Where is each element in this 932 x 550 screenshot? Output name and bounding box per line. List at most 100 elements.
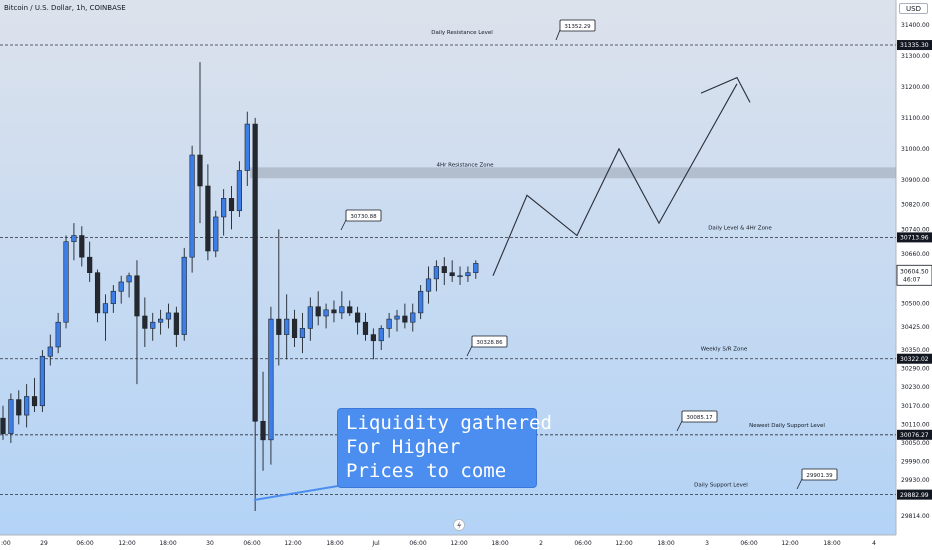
axis-level-tag [897, 232, 932, 243]
x-tick-label: 2 [539, 540, 543, 547]
annotation-line-3: Prices to come [346, 460, 507, 482]
callout-leader [676, 420, 683, 432]
chart-title: Bitcoin / U.S. Dollar, 1h, COINBASE [4, 4, 126, 12]
y-tick-label: 30820.00 [901, 202, 930, 209]
y-tick-label: 30425.00 [901, 324, 930, 331]
candle-body [134, 275, 140, 317]
level-label: Weekly S/R Zone [701, 347, 748, 353]
level-label: Newest Daily Support Level [749, 423, 825, 429]
candle-body [425, 278, 432, 292]
candle-body [118, 281, 124, 292]
candle-body [8, 399, 14, 434]
candle-body [252, 123, 258, 422]
candle-body [79, 235, 85, 258]
time-axis-background [0, 535, 932, 550]
callout-pointer [253, 483, 351, 501]
candle-body [0, 417, 6, 434]
callout-leader [466, 345, 473, 357]
y-tick-label: 30740.00 [901, 226, 930, 233]
candle-body [418, 290, 424, 314]
candle-body [142, 315, 148, 329]
resistance-zone [250, 167, 896, 179]
x-tick-label: 4 [872, 540, 876, 547]
axis-level-tag [897, 489, 932, 500]
candle-body [31, 396, 38, 407]
y-tick-label: 30170.00 [901, 403, 930, 410]
level-label: Daily Support Level [694, 483, 748, 489]
candle-body [354, 312, 361, 323]
y-tick-label: 30290.00 [901, 366, 930, 373]
x-tick-label: 06:00 [76, 540, 93, 547]
candle-body [299, 328, 306, 338]
annotation-line-2: For Higher [346, 436, 461, 458]
x-tick-label: 12:00 [450, 540, 467, 547]
x-tick-label: 18:00 [159, 540, 176, 547]
x-tick-label: 3 [705, 540, 709, 547]
current-price-label: 30604.50 [900, 268, 929, 275]
x-tick-label: 18:00 [326, 540, 343, 547]
candle-body [221, 198, 227, 218]
x-tick-label: 30 [206, 540, 214, 547]
price-callout-box [345, 209, 382, 222]
candle-body [276, 318, 282, 335]
candle-body [189, 154, 195, 258]
axis-level-tag [897, 353, 932, 364]
candle-body [291, 318, 298, 338]
price-callout-label: 30730.88 [350, 214, 377, 220]
currency-button[interactable]: USD [899, 3, 928, 14]
price-callout-label: 30085.17 [686, 415, 713, 421]
candle-body [71, 235, 77, 243]
x-tick-label: 18:00 [657, 540, 674, 547]
candle-body [244, 123, 250, 171]
candle-body [410, 312, 416, 323]
candle-body [394, 315, 400, 320]
y-tick-label: 31300.00 [901, 53, 930, 60]
current-price-tag [896, 264, 932, 286]
axis-level-tag [897, 429, 932, 440]
x-tick-label: 12:00 [118, 540, 135, 547]
y-tick-label: 31100.00 [901, 115, 930, 122]
candle-body [205, 185, 211, 252]
price-callout-box [559, 19, 596, 32]
callout-leader [340, 219, 347, 231]
y-tick-label: 30110.00 [901, 421, 930, 428]
candle-body [39, 355, 45, 407]
bar-countdown-label: 46:07 [903, 276, 920, 283]
y-tick-label: 30660.00 [901, 251, 930, 258]
candle-body [165, 312, 172, 320]
y-tick-label: 31400.00 [901, 22, 930, 29]
candle-body [315, 306, 321, 317]
annotation-line-1: Liquidity gathered [346, 412, 552, 434]
x-tick-label: 06:00 [740, 540, 757, 547]
candle-body [449, 272, 455, 277]
y-tick-label: 30900.00 [901, 177, 930, 184]
candle-body [150, 321, 156, 329]
x-tick-label: 06:00 [243, 540, 260, 547]
zone-label: 4Hr Resistance Zone [436, 162, 494, 168]
candle-body [339, 306, 345, 314]
y-tick-label: 29990.00 [901, 459, 930, 466]
price-callout-box [471, 335, 508, 348]
candle-body [102, 303, 109, 314]
level-label: Daily Resistance Level [431, 30, 493, 36]
candle-body [236, 170, 243, 212]
axis-level-tag-label: 30322.02 [900, 356, 929, 363]
candle-body [347, 306, 353, 314]
candle-body [173, 312, 179, 335]
price-callout-label: 31352.29 [564, 24, 591, 30]
x-tick-label: 18:00 [823, 540, 840, 547]
candle-body [433, 266, 440, 280]
price-callout-box [681, 410, 718, 423]
candle-body [87, 256, 93, 273]
candle-body [126, 275, 132, 283]
candle-body [370, 334, 376, 342]
price-callout-label: 29901.39 [806, 473, 833, 479]
callout-leader [796, 478, 803, 490]
y-tick-label: 31000.00 [901, 146, 930, 153]
annotation-callout: Liquidity gathered For Higher Prices to … [337, 408, 552, 488]
candle-body [197, 154, 203, 187]
x-tick-label: 29 [40, 540, 48, 547]
y-tick-label: 29814.00 [901, 513, 930, 520]
candle-body [323, 309, 329, 317]
candle-body [331, 309, 337, 314]
